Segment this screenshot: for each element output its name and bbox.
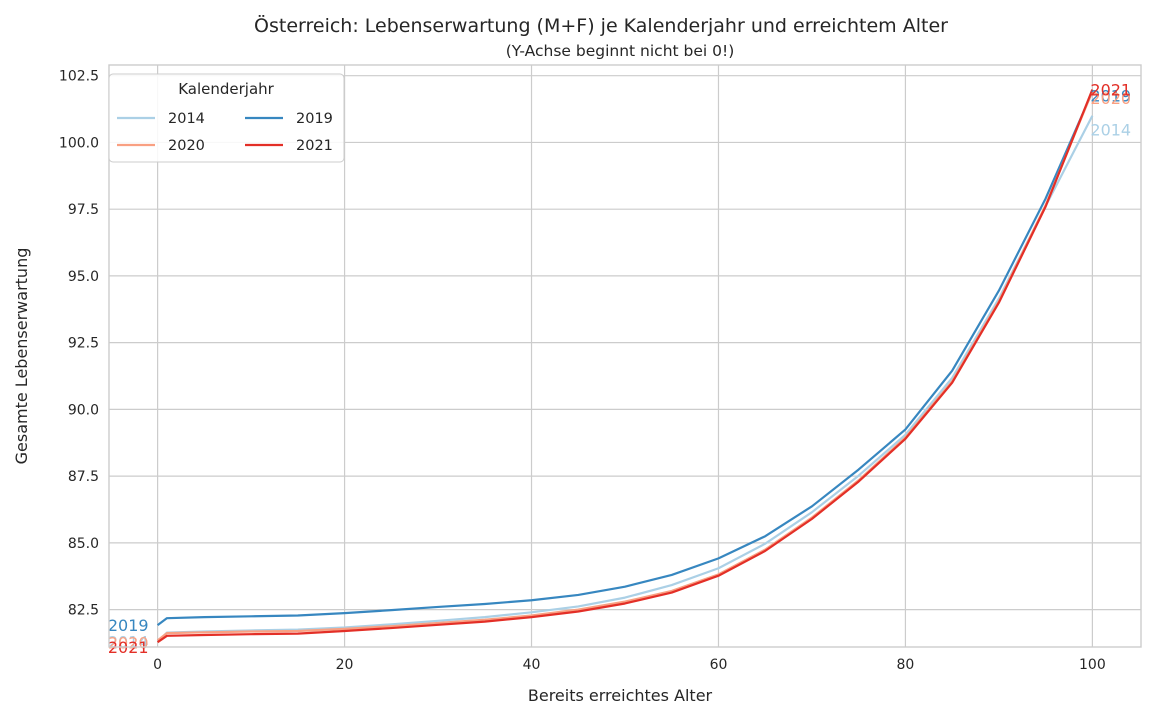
series-line-2014: [156, 115, 1094, 643]
start-label-2019: 2019: [108, 616, 149, 635]
legend: Kalenderjahr 2014 2019 2020 2021: [108, 73, 345, 163]
x-tick-label: 0: [153, 657, 162, 673]
y-axis-label: Gesamte Lebenserwartung: [12, 248, 31, 465]
series-lines: [156, 89, 1094, 644]
legend-label-2020: 2020: [168, 138, 205, 154]
x-tick-label: 20: [336, 657, 354, 673]
y-tick-label: 87.5: [68, 469, 99, 485]
end-label-2021: 2021: [1090, 81, 1131, 100]
chart-title: Österreich: Lebenserwartung (M+F) je Kal…: [254, 14, 948, 37]
legend-items: 2014 2019 2020 2021: [117, 111, 333, 154]
axis-ticks: 0 20 40 60 80 100 82.5 85.0 87.5 90.0 92.5 95.0 97.5…: [59, 69, 1106, 673]
chart-subtitle: (Y-Achse beginnt nicht bei 0!): [506, 42, 735, 60]
x-tick-label: 40: [523, 657, 541, 673]
legend-box: [108, 73, 345, 163]
end-label-2020: 2020: [1090, 89, 1131, 108]
y-tick-label: 102.5: [59, 69, 99, 85]
series-line-2019: [156, 91, 1094, 626]
x-tick-label: 80: [897, 657, 915, 673]
y-tick-label: 92.5: [68, 336, 99, 352]
x-tick-label: 60: [710, 657, 728, 673]
y-tick-label: 90.0: [68, 402, 99, 418]
end-label-2019: 2019: [1090, 87, 1131, 106]
y-tick-label: 82.5: [68, 603, 99, 619]
legend-label-2019: 2019: [296, 111, 333, 127]
y-tick-label: 97.5: [68, 202, 99, 218]
plot-frame: [108, 64, 1142, 648]
end-label-2014: 2014: [1090, 121, 1131, 140]
y-tick-label: 85.0: [68, 536, 99, 552]
y-tick-label: 95.0: [68, 269, 99, 285]
series-line-2021: [156, 89, 1094, 644]
y-tick-label: 100.0: [59, 135, 99, 151]
legend-label-2014: 2014: [168, 111, 205, 127]
x-axis-label: Bereits erreichtes Alter: [528, 686, 713, 705]
grid-lines: [109, 65, 1141, 647]
x-tick-label: 100: [1079, 657, 1106, 673]
legend-label-2021: 2021: [296, 138, 333, 154]
legend-title: Kalenderjahr: [178, 80, 274, 98]
series-line-2020: [156, 90, 1094, 642]
